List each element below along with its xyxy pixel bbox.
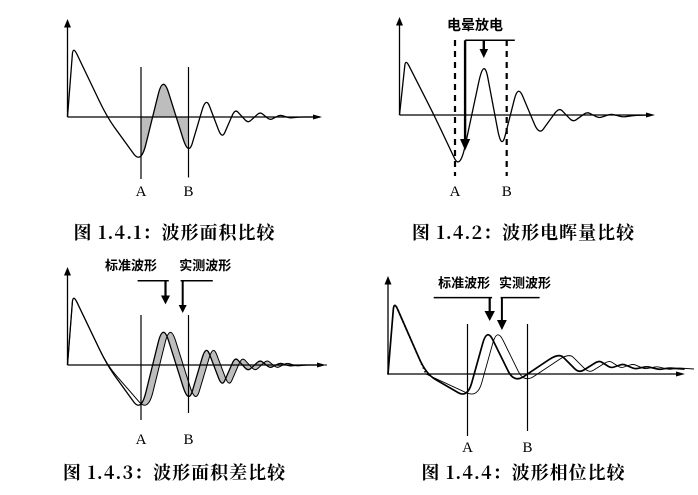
svg-text:B: B [183,184,193,200]
svg-text:B: B [502,184,512,200]
svg-text:实测波形: 实测波形 [499,272,551,291]
svg-text:电晕放电: 电晕放电 [447,15,503,35]
svg-text:标准波形: 标准波形 [105,255,157,274]
svg-text:标准波形: 标准波形 [438,272,490,291]
svg-text:B: B [183,432,193,448]
svg-text:A: A [136,432,147,448]
svg-text:B: B [522,440,532,456]
svg-text:A: A [136,184,147,200]
svg-text:A: A [450,184,461,200]
svg-text:实测波形: 实测波形 [179,255,231,274]
svg-text:A: A [462,440,473,456]
